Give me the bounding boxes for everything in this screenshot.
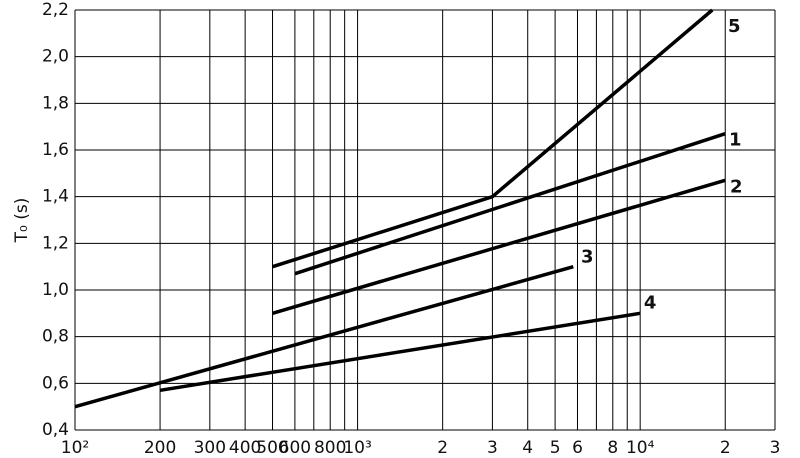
y-tick-label: 1,0 [42, 280, 69, 300]
series-line [159, 311, 641, 393]
y-tick-label: 0,4 [42, 420, 69, 440]
x-tick-label: 10⁴ [626, 438, 655, 458]
series-line [294, 132, 726, 276]
series-line [271, 8, 714, 269]
x-tick-label: 4 [522, 438, 533, 458]
x-tick-label: 400 [229, 438, 261, 458]
y-tick-label: 1,4 [42, 187, 69, 207]
series-line [74, 265, 574, 409]
y-tick-label: 0,8 [42, 327, 69, 347]
x-tick-label: 5 [550, 438, 561, 458]
x-tick-label: 8 [607, 438, 618, 458]
series-label: 1 [729, 130, 742, 151]
y-tick-label: 2,2 [42, 0, 69, 20]
series-label: 5 [728, 16, 741, 37]
x-tick-label: 10² [61, 438, 89, 458]
series-line [272, 178, 726, 315]
y-tick-label: 1,8 [42, 93, 69, 113]
y-tick-label: 0,6 [42, 373, 69, 393]
series-label: 4 [644, 292, 657, 313]
x-tick-label: 200 [144, 438, 176, 458]
y-axis-title: T₀ (s) [12, 198, 32, 244]
x-tick-label: 6 [572, 438, 583, 458]
series-label: 3 [581, 247, 594, 268]
x-tick-label: 2 [437, 438, 448, 458]
x-tick-label: 300 [194, 438, 226, 458]
x-tick-label: 600 [279, 438, 311, 458]
x-tick-label: 2 [720, 438, 731, 458]
y-tick-label: 1,6 [42, 140, 69, 160]
x-tick-label: 10³ [343, 438, 371, 458]
x-tick-label: 3 [770, 438, 781, 458]
y-tick-label: 1,2 [42, 233, 69, 253]
x-tick-label: 3 [487, 438, 498, 458]
series-label: 2 [730, 176, 743, 197]
x-tick-label: 500 [256, 438, 288, 458]
x-tick-label: 800 [314, 438, 346, 458]
y-tick-label: 2,0 [42, 47, 69, 67]
